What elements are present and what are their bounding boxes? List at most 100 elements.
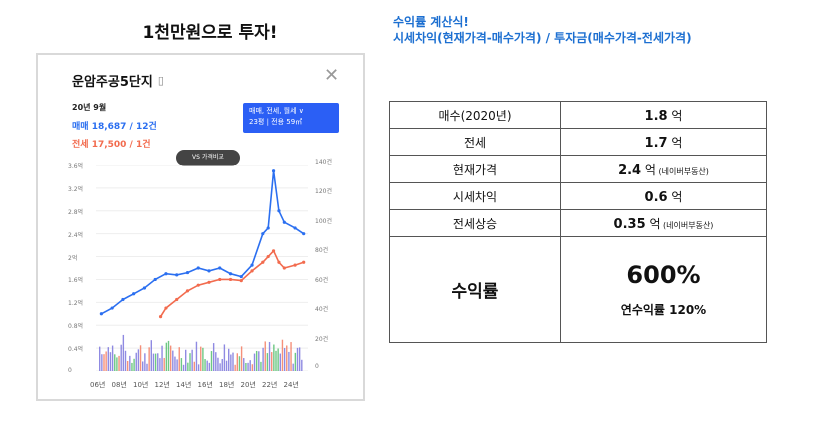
volume-bar — [215, 352, 217, 371]
x-tick: 24년 — [283, 381, 299, 389]
sale-price-line: 매매 18,687 / 12건 — [72, 122, 157, 132]
data-point — [207, 269, 211, 273]
volume-bar — [165, 342, 168, 371]
calc-row-value: 0.6 억 — [560, 182, 767, 210]
calc-value-unit: 억 — [667, 108, 683, 123]
price-chart — [96, 165, 308, 371]
volume-bar — [185, 349, 187, 371]
volume-bar — [294, 352, 297, 371]
volume-bar — [286, 345, 288, 371]
volume-bar — [202, 347, 204, 371]
volume-bar — [255, 350, 258, 371]
volume-bar — [131, 362, 133, 371]
volume-bar — [234, 364, 236, 371]
volume-bar — [195, 341, 198, 371]
calc-row: 시세차익 0.6 억 — [389, 182, 767, 210]
volume-bar — [238, 356, 241, 371]
volume-bar — [281, 339, 284, 371]
x-tick: 22년 — [262, 381, 278, 389]
data-point — [175, 273, 179, 277]
roi-label-cell: 수익률 — [389, 236, 561, 343]
data-point — [271, 249, 276, 253]
calc-row-label: 매수(2020년) — [389, 101, 561, 129]
x-tick: 06년 — [90, 381, 106, 389]
calc-row-label: 현재가격 — [389, 155, 561, 183]
volume-bar — [105, 351, 107, 371]
data-point — [121, 297, 125, 302]
volume-bar — [144, 353, 146, 371]
volume-bar — [260, 361, 262, 371]
volume-bar — [142, 361, 144, 371]
complex-name: 운암주공5단지 — [72, 75, 153, 90]
volume-bar — [296, 347, 299, 371]
data-point — [239, 278, 243, 283]
volume-bar — [193, 361, 195, 371]
book-icon[interactable]: ▯ — [157, 74, 164, 87]
data-point — [158, 315, 163, 319]
calc-row-value: 1.8 억 — [560, 101, 767, 129]
volume-bar — [124, 350, 127, 371]
price-chart-card: 운암주공5단지 ▯ ✕ 20년 9월 매매 18,687 / 12건 전세 17… — [36, 53, 365, 401]
y-tick-left: 2.8억 — [68, 208, 84, 216]
calc-row: 전세 1.7 억 — [389, 128, 767, 156]
calc-row-value: 0.35 억 (네이버부동산) — [560, 209, 767, 237]
volume-bar — [150, 340, 152, 371]
volume-bar — [146, 363, 148, 371]
volume-bar — [178, 347, 180, 371]
data-point — [110, 306, 114, 310]
volume-bar — [262, 347, 264, 371]
calc-value-number: 2.4 — [618, 162, 642, 178]
calc-row-value: 2.4 억 (네이버부동산) — [560, 155, 767, 183]
calc-value-note: (네이버부동산) — [655, 166, 709, 176]
annual-roi: 연수익률 120% — [620, 303, 707, 317]
volume-bar — [232, 352, 234, 371]
volume-bar — [236, 353, 238, 371]
calc-value-number: 0.35 — [613, 216, 646, 232]
calc-row: 전세상승 0.35 억 (네이버부동산) — [389, 209, 767, 237]
filter-size: 23평 | 전용 59㎡ — [249, 118, 303, 126]
volume-bar — [118, 355, 120, 371]
series-line-전세 — [159, 249, 304, 318]
volume-bar — [251, 364, 254, 371]
trade-type-filter-button[interactable]: 매매, 전세, 월세 ∨ 23평 | 전용 59㎡ — [243, 103, 339, 133]
data-point — [239, 274, 243, 279]
headline: 1천만원으로 투자! — [142, 23, 278, 43]
volume-bar — [176, 359, 178, 371]
volume-bar — [174, 356, 176, 371]
volume-bar — [266, 353, 269, 371]
data-point — [185, 289, 190, 293]
calc-row: 매수(2020년) 1.8 억 — [389, 101, 767, 129]
volume-bar — [109, 352, 112, 371]
x-tick: 12년 — [154, 381, 170, 389]
volume-bar — [122, 334, 125, 371]
data-point — [228, 272, 233, 276]
y-tick-right: 100건 — [315, 217, 332, 225]
volume-bar — [189, 353, 191, 371]
calc-value-note: (네이버부동산) — [660, 220, 714, 230]
y-tick-right: 0 — [315, 363, 319, 370]
data-point — [99, 312, 103, 316]
volume-bar — [301, 359, 303, 371]
calc-row-label: 전세 — [389, 128, 561, 156]
close-icon[interactable]: ✕ — [324, 65, 340, 86]
volume-bar — [120, 344, 122, 371]
volume-bar — [268, 341, 271, 371]
volume-bar — [103, 354, 105, 371]
roi-row: 수익률 600% 연수익률 120% — [389, 236, 767, 343]
calc-value-unit: 억 — [667, 189, 683, 204]
data-point — [302, 260, 306, 264]
data-point — [142, 286, 147, 290]
data-point — [207, 280, 211, 284]
data-point — [164, 272, 168, 276]
vs-compare-button[interactable]: VS 가격비교 — [176, 150, 240, 166]
calc-value-number: 1.8 — [644, 108, 668, 124]
volume-bar — [187, 362, 189, 371]
volume-bar — [212, 343, 215, 371]
data-point — [185, 270, 190, 275]
y-tick-left: 3.6억 — [68, 163, 84, 170]
calc-row: 현재가격 2.4 억 (네이버부동산) — [389, 155, 767, 183]
volume-bar — [240, 346, 243, 371]
y-tick-right: 60건 — [315, 276, 329, 284]
volume-bar — [191, 349, 193, 371]
volume-bar — [111, 345, 114, 371]
